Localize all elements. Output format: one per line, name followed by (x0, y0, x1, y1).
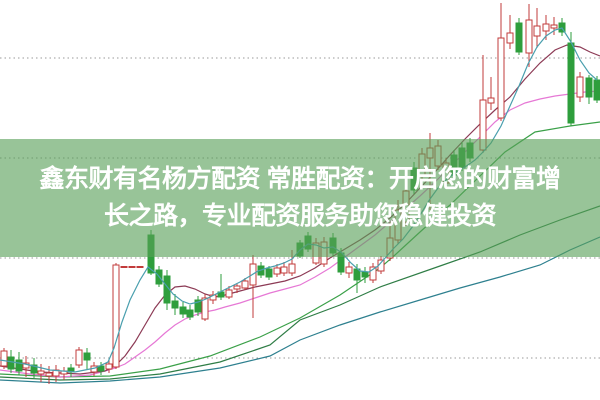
ma-maroon (0, 44, 600, 375)
candle-dash (120, 266, 128, 268)
candle-up (533, 25, 541, 37)
candle-down (194, 299, 202, 313)
candle-up (112, 264, 120, 368)
candle-up (497, 37, 505, 119)
candle-down (186, 309, 194, 318)
ma-slow-dark-cyan (0, 236, 600, 384)
candle-up (241, 280, 249, 289)
promo-banner-text-line1: 鑫东财有名杨方配资 常胜配资：开启您的财富增 (39, 165, 561, 193)
candle-down (585, 77, 593, 98)
candle-down (171, 300, 179, 309)
candle-up (37, 370, 45, 375)
candle-up (225, 289, 233, 298)
candle-up (273, 267, 281, 275)
candle-down (361, 271, 369, 278)
candle-up (487, 97, 495, 104)
candle-up (280, 266, 288, 274)
candle-up (345, 266, 353, 274)
candle-up (201, 297, 209, 320)
candle-up (550, 24, 558, 29)
promo-banner-overlay: 鑫东财有名杨方配资 常胜配资：开启您的财富增 长之路，专业配资服务助您稳健投资 (0, 139, 600, 257)
candle-up (233, 285, 241, 290)
candle-up (576, 76, 584, 98)
candle-down (593, 79, 600, 101)
candle-up (542, 23, 550, 32)
candle-up (75, 349, 83, 366)
candle-down (97, 365, 105, 372)
candle-up (105, 363, 113, 370)
candle-up (506, 32, 514, 44)
ma-magenta (0, 90, 600, 378)
candle-down (515, 22, 523, 53)
candle-up (288, 263, 296, 274)
candle-up (369, 266, 377, 281)
candle-down (567, 42, 575, 124)
candle-up (45, 372, 53, 377)
candle-dash (128, 266, 136, 268)
candle-down (179, 306, 187, 315)
candle-up (525, 19, 533, 54)
candle-dash (136, 266, 144, 268)
candle-up (0, 350, 8, 367)
promo-banner-text-line2: 长之路，专业配资服务助您稳健投资 (103, 202, 497, 230)
candle-down (30, 364, 38, 374)
candle-down (7, 356, 15, 370)
candle-down (83, 352, 91, 361)
candle-down (265, 268, 273, 278)
candle-down (15, 359, 23, 372)
